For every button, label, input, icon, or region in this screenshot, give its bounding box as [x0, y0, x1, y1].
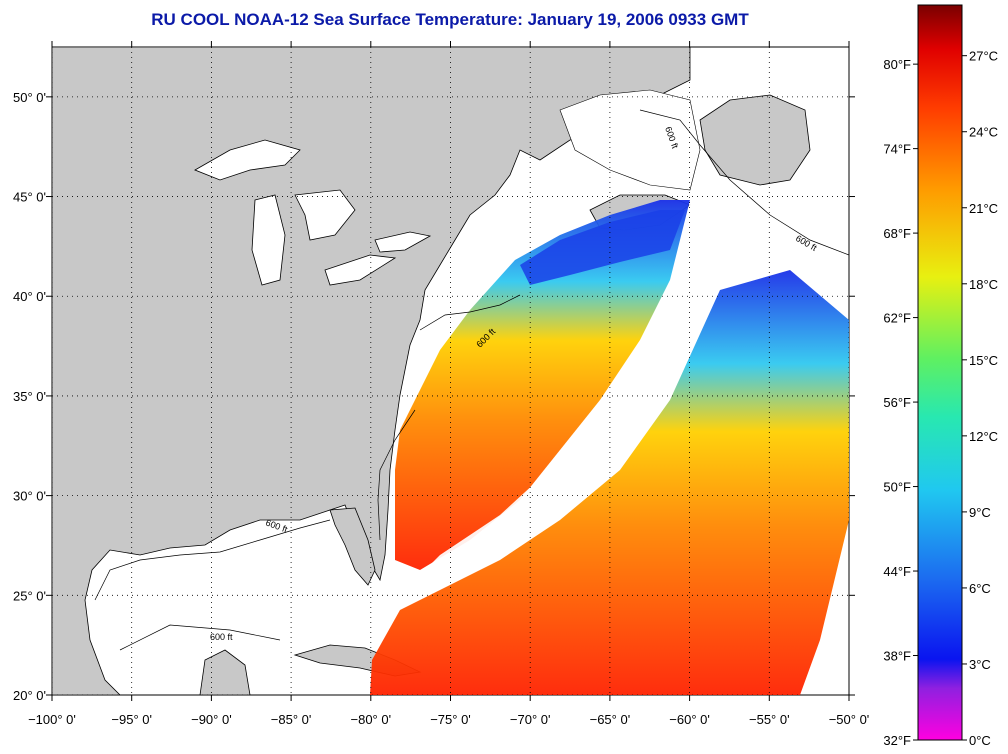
longitude-label: −50° 0' [829, 712, 870, 727]
colorbar-fahrenheit-label: 50°F [883, 480, 911, 495]
newfoundland-land [699, 94, 811, 186]
colorbar-celsius-label: 0°C [969, 733, 991, 748]
longitude-label: −70° 0' [510, 712, 551, 727]
colorbar-fahrenheit-label: 56°F [883, 395, 911, 410]
latitude-label: 40° 0' [13, 289, 46, 304]
great-lake-michigan [251, 194, 286, 286]
isobath-line-north [639, 109, 849, 256]
colorbar-celsius-label: 3°C [969, 657, 991, 672]
great-lake-erie [324, 254, 397, 286]
graticule [52, 47, 849, 695]
isobath-line-gulf [94, 519, 331, 651]
longitude-label: −95° 0' [111, 712, 152, 727]
longitude-label: −60° 0' [669, 712, 710, 727]
colorbar-fahrenheit-label: 80°F [883, 57, 911, 72]
colorbar [917, 4, 963, 741]
longitude-label: −85° 0' [271, 712, 312, 727]
latitude-label: 25° 0' [13, 588, 46, 603]
colorbar-celsius-label: 18°C [969, 277, 998, 292]
latitude-label: 20° 0' [13, 688, 46, 703]
colorbar-fahrenheit-label: 32°F [883, 733, 911, 748]
colorbar-celsius-label: 21°C [969, 201, 998, 216]
longitude-label: −55° 0' [749, 712, 790, 727]
colorbar-celsius-label: 27°C [969, 49, 998, 64]
great-lake-ontario [374, 231, 432, 253]
florida-land [329, 507, 376, 586]
longitude-label: −90° 0' [191, 712, 232, 727]
isobath-line-atlantic [377, 294, 521, 541]
colorbar-celsius-labels: 27°C 24°C 21°C 18°C 15°C 12°C 9°C 6°C 3°C 0°C [962, 49, 998, 748]
cloud-gap-band [420, 200, 720, 575]
sst-swath [395, 200, 690, 570]
colorbar-fahrenheit-label: 62°F [883, 311, 911, 326]
isobath-label-gulf-south: 600 ft [210, 632, 233, 642]
latitude-label: 45° 0' [13, 190, 46, 205]
st-lawrence-gulf [559, 89, 701, 191]
colorbar-fahrenheit-label: 68°F [883, 226, 911, 241]
colorbar-celsius-label: 12°C [969, 429, 998, 444]
great-lake-superior [194, 139, 301, 181]
longitude-labels: −100° 0' −95° 0' −90° 0' −85° 0' −80° 0' −75°… [28, 41, 869, 727]
cold-water-band [520, 210, 685, 285]
colorbar-celsius-label: 15°C [969, 353, 998, 368]
yucatan-land [199, 649, 251, 695]
colorbar-fahrenheit-labels: 80°F 74°F 68°F 62°F 56°F 50°F 44°F 38°F 32°F [883, 57, 918, 748]
great-lake-huron [294, 189, 356, 241]
longitude-label: −75° 0' [430, 712, 471, 727]
colorbar-fahrenheit-label: 38°F [883, 649, 911, 664]
latitude-label: 30° 0' [13, 489, 46, 504]
colorbar-celsius-label: 6°C [969, 581, 991, 596]
colorbar-fahrenheit-label: 44°F [883, 564, 911, 579]
latitude-label: 35° 0' [13, 389, 46, 404]
longitude-label: −100° 0' [28, 712, 76, 727]
longitude-label: −65° 0' [590, 712, 631, 727]
colorbar-fahrenheit-label: 74°F [883, 142, 911, 157]
colorbar-celsius-label: 24°C [969, 125, 998, 140]
colorbar-celsius-label: 9°C [969, 505, 991, 520]
map-title: RU COOL NOAA-12 Sea Surface Temperature:… [151, 10, 749, 29]
latitude-labels: 50° 0' 45° 0' 40° 0' 35° 0' 30° 0' 25° 0' 20° … [13, 90, 855, 703]
latitude-label: 50° 0' [13, 90, 46, 105]
longitude-label: −80° 0' [351, 712, 392, 727]
